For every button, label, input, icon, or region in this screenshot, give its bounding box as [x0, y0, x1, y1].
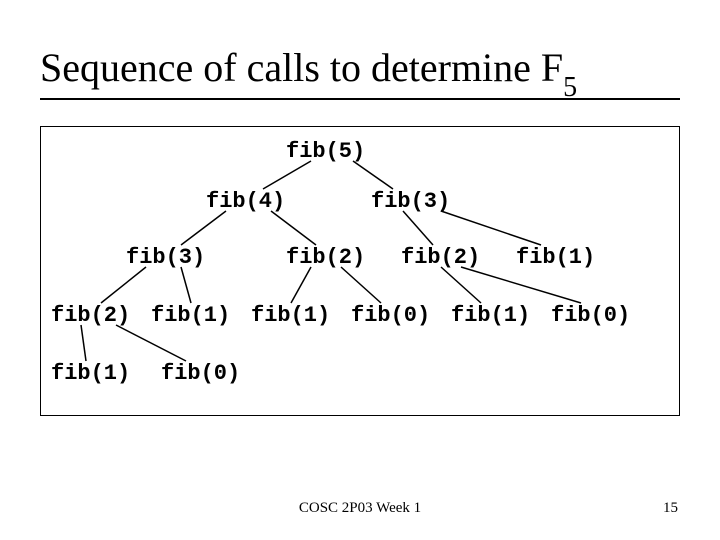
tree-edges: [41, 127, 681, 417]
tree-node: fib(3): [371, 189, 450, 214]
tree-edge: [403, 211, 433, 245]
tree-node: fib(1): [51, 361, 130, 386]
tree-node: fib(3): [126, 245, 205, 270]
tree-edge: [181, 211, 226, 245]
title-main: Sequence of calls to determine F: [40, 45, 563, 90]
tree-edge: [81, 325, 86, 361]
tree-edge: [353, 161, 393, 189]
tree-node: fib(4): [206, 189, 285, 214]
slide-title: Sequence of calls to determine F5: [40, 44, 577, 98]
tree-node: fib(2): [401, 245, 480, 270]
tree-node: fib(5): [286, 139, 365, 164]
tree-node: fib(1): [516, 245, 595, 270]
footer-center: COSC 2P03 Week 1: [0, 500, 720, 517]
tree-edge: [181, 267, 191, 303]
tree-edge: [116, 325, 186, 361]
tree-edge: [461, 267, 581, 303]
tree-node: fib(0): [551, 303, 630, 328]
tree-edge: [341, 267, 381, 303]
tree-edge: [441, 211, 541, 245]
tree-edge: [271, 211, 316, 245]
title-underline: [40, 98, 680, 100]
tree-node: fib(2): [51, 303, 130, 328]
tree-box: fib(5)fib(4) fib(3) fib(3) fib(2) fib(2) fib(…: [40, 126, 680, 416]
tree-node: fib(1): [151, 303, 230, 328]
tree-node: fib(1): [251, 303, 330, 328]
slide: Sequence of calls to determine F5 fib(5)…: [0, 0, 720, 540]
footer-page-number: 15: [663, 500, 678, 517]
tree-edge: [291, 267, 311, 303]
tree-node: fib(0): [351, 303, 430, 328]
tree-edge: [441, 267, 481, 303]
tree-edge: [101, 267, 146, 303]
tree-edge: [263, 161, 311, 189]
tree-node: fib(2): [286, 245, 365, 270]
tree-node: fib(1): [451, 303, 530, 328]
tree-node: fib(0): [161, 361, 240, 386]
